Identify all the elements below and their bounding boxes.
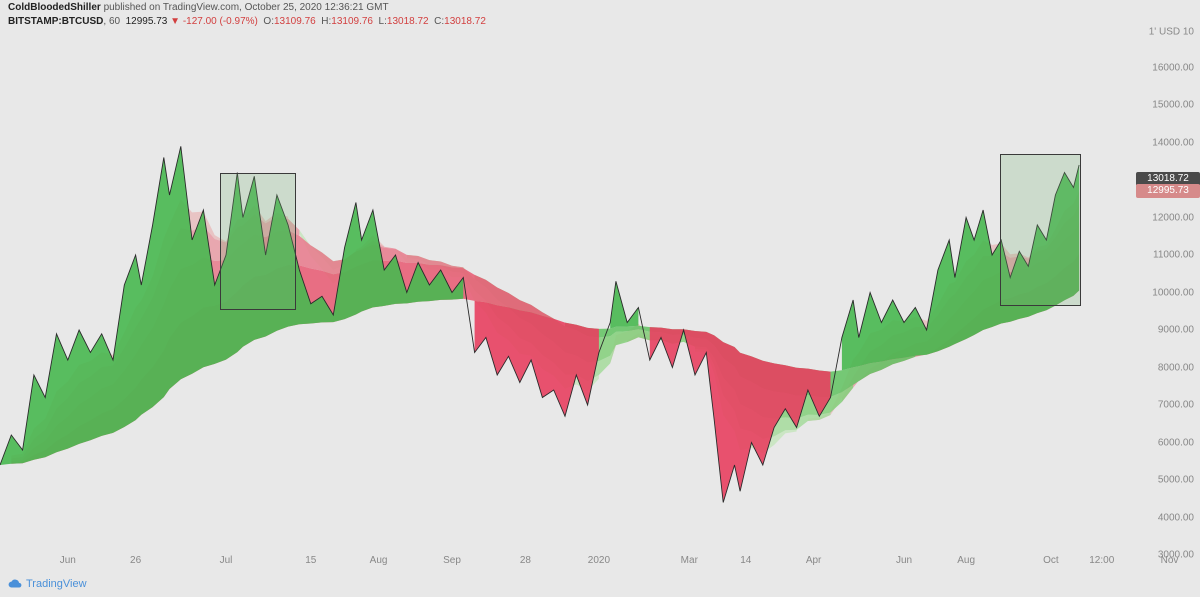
y-axis-unit: 1' USD 10 xyxy=(1149,27,1194,38)
chart-header: ColdBloodedShiller published on TradingV… xyxy=(0,0,1200,30)
symbol: BITSTAMP:BTCUSD xyxy=(8,16,103,27)
low-value: 13018.72 xyxy=(387,16,429,27)
x-tick: 2020 xyxy=(588,555,610,566)
change-value: -127.00 (-0.97%) xyxy=(183,16,258,27)
x-tick: 26 xyxy=(130,555,141,566)
close-value: 13018.72 xyxy=(444,16,486,27)
ohlc-line: BITSTAMP:BTCUSD, 60 12995.73 ▼ -127.00 (… xyxy=(8,15,1192,29)
x-tick: Aug xyxy=(957,555,975,566)
y-axis: 3000.004000.005000.006000.007000.008000.… xyxy=(1130,30,1200,555)
y-tick: 6000.00 xyxy=(1158,437,1194,448)
x-tick: Apr xyxy=(806,555,822,566)
chart-area[interactable] xyxy=(0,30,1130,555)
y-tick: 11000.00 xyxy=(1153,250,1194,261)
price-chart xyxy=(0,30,1130,555)
cloud-icon xyxy=(8,577,22,591)
y-tick: 9000.00 xyxy=(1158,325,1194,336)
x-tick: Jul xyxy=(220,555,233,566)
y-tick: 8000.00 xyxy=(1158,362,1194,373)
x-tick: Sep xyxy=(443,555,461,566)
y-tick: 5000.00 xyxy=(1158,475,1194,486)
change-arrow: ▼ xyxy=(170,16,180,27)
y-tick: 4000.00 xyxy=(1158,512,1194,523)
x-tick: 28 xyxy=(520,555,531,566)
price-flag: 12995.73 xyxy=(1136,184,1200,198)
author: ColdBloodedShiller xyxy=(8,2,101,13)
y-tick: 16000.00 xyxy=(1152,62,1194,73)
x-tick: Oct xyxy=(1043,555,1059,566)
y-tick: 7000.00 xyxy=(1158,400,1194,411)
last-price: 12995.73 xyxy=(126,16,168,27)
open-value: 13109.76 xyxy=(274,16,316,27)
y-tick: 10000.00 xyxy=(1152,287,1194,298)
x-tick: Aug xyxy=(370,555,388,566)
x-tick: Mar xyxy=(681,555,698,566)
highlight-box xyxy=(1000,154,1081,306)
x-tick: 15 xyxy=(305,555,316,566)
y-tick: 15000.00 xyxy=(1152,100,1194,111)
publish-line: ColdBloodedShiller published on TradingV… xyxy=(8,1,1192,15)
interval: 60 xyxy=(109,16,120,27)
y-tick: 14000.00 xyxy=(1152,137,1194,148)
x-tick: 12:00 xyxy=(1089,555,1114,566)
tradingview-logo: TradingView xyxy=(8,577,87,591)
x-tick: Jun xyxy=(60,555,76,566)
x-tick: Nov xyxy=(1161,555,1179,566)
x-axis: Jun 26 Jul 15 Aug Sep 28 2020 Mar 14 Apr Jun Aug Oct 1… xyxy=(0,555,1130,577)
x-tick: 14 xyxy=(740,555,751,566)
highlight-box xyxy=(220,173,295,310)
y-tick: 12000.00 xyxy=(1152,212,1194,223)
x-tick: Jun xyxy=(896,555,912,566)
high-value: 13109.76 xyxy=(331,16,373,27)
